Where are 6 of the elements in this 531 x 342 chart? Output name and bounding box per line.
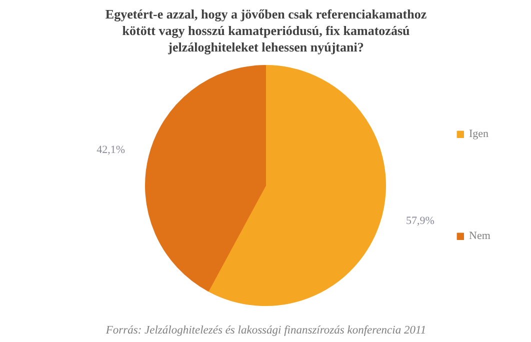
legend-label: Igen [469, 128, 489, 140]
data-label: 42,1% [96, 144, 126, 156]
text: Forrás: Jelzáloghitelezés és lakossági finanszírozás konferencia 2011 [104, 324, 426, 336]
chart-title: Egyetért-e azzal, hogy a jövőben csak referenciakamathoz kötött vagy hosszú kamatperiódusú, fix kamatozású jelzáloghiteleket lehessen nyújtani? [105, 6, 427, 54]
data-label: 57,9% [406, 214, 434, 227]
legend-label: Nem [469, 230, 490, 242]
